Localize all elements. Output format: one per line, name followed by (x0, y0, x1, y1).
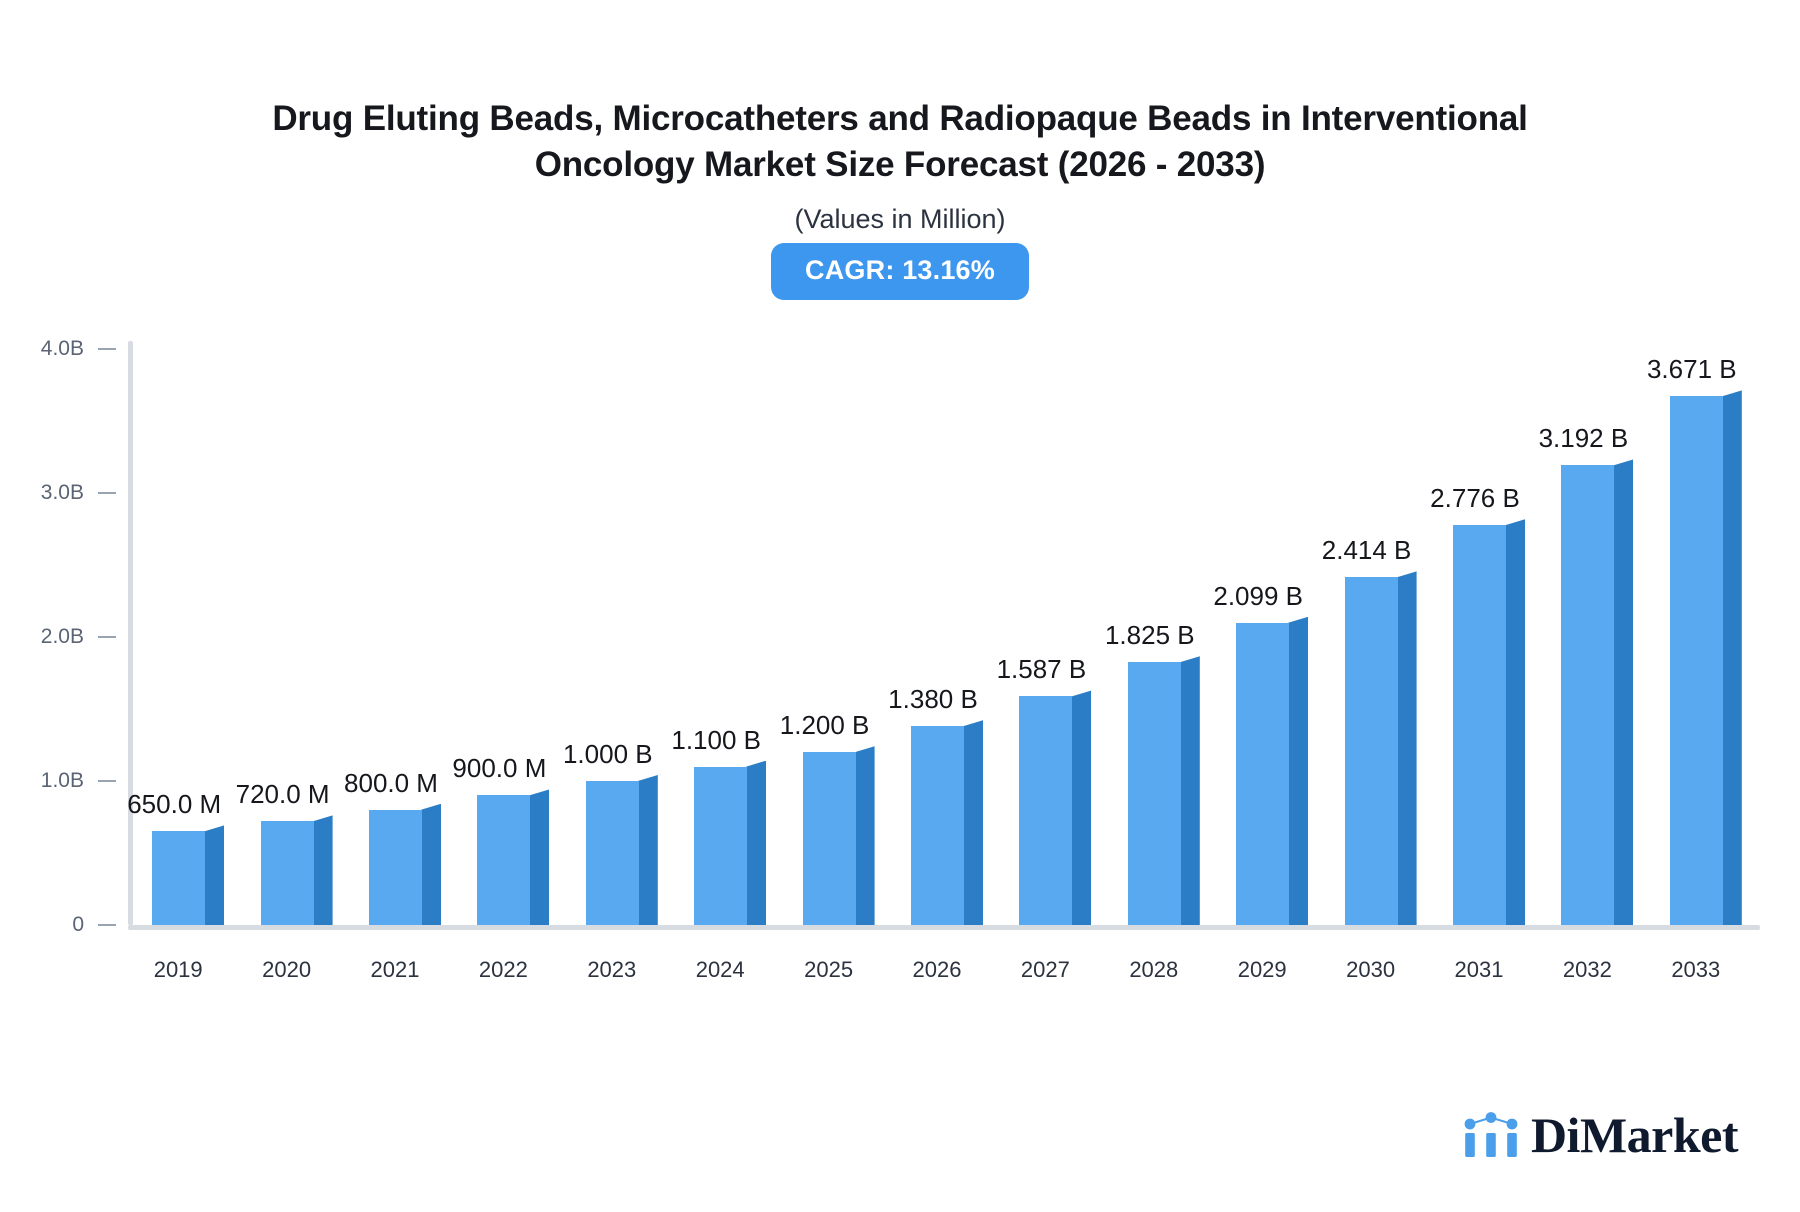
y-axis-tick-label: 1.0B (40, 769, 84, 792)
bar-front-face (369, 809, 422, 925)
y-axis-tick-mark (98, 924, 116, 926)
bar-side-face (746, 760, 767, 925)
cagr-badge: CAGR: 13.16% (771, 243, 1029, 301)
bar-value-label: 3.192 B (1538, 423, 1629, 454)
y-axis-tick-label: 0 (72, 913, 84, 936)
bar-side-face (421, 803, 441, 925)
bar-front-face (802, 752, 856, 925)
x-axis-tick-label: 2028 (1129, 957, 1179, 982)
bar-side-face (1613, 459, 1634, 925)
bar-value-label: 1.200 B (779, 710, 870, 741)
x-axis-tick-label: 2032 (1562, 957, 1612, 982)
bar-column[interactable] (260, 815, 333, 925)
bar-column[interactable] (1344, 571, 1417, 925)
bar-column[interactable] (1019, 690, 1092, 925)
x-axis-tick-label: 2021 (370, 957, 420, 982)
y-axis-tick-label: 3.0B (40, 481, 84, 504)
y-axis-tick-mark (98, 780, 116, 782)
bar-front-face (152, 831, 206, 925)
bar-front-face (260, 821, 314, 925)
bar-value-label: 1.380 B (888, 684, 978, 715)
bar-column[interactable] (1127, 656, 1200, 925)
bar-column[interactable] (585, 775, 658, 925)
bar-side-face (204, 825, 225, 925)
bar-side-face (1179, 656, 1200, 925)
x-axis-tick-label: 2030 (1346, 957, 1396, 982)
bar-column[interactable] (1561, 459, 1634, 925)
bar-chart-icon (1464, 1112, 1518, 1157)
chart-subtitle: (Values in Million) (794, 204, 1006, 235)
bar-value-label: 2.414 B (1321, 535, 1412, 566)
bar-column[interactable] (369, 803, 441, 925)
bar-column[interactable] (911, 720, 983, 925)
y-axis-tick-mark (98, 348, 116, 350)
bar-side-face (1071, 690, 1092, 925)
x-axis-tick-label: 2023 (587, 957, 637, 982)
bar-value-label: 900.0 M (452, 753, 547, 784)
bar-side-face (637, 775, 658, 925)
bar-value-label: 1.000 B (562, 739, 653, 769)
y-axis-tick-mark (98, 492, 116, 494)
bar-column[interactable] (1669, 390, 1742, 925)
x-axis-tick-label: 2022 (478, 957, 528, 982)
x-axis-tick-label: 2024 (695, 957, 745, 982)
bar-front-face (1019, 696, 1073, 925)
cagr-badge-container: CAGR: 13.16% (0, 243, 1800, 301)
bar-front-face (1669, 396, 1723, 925)
bar-value-label: 650.0 M (127, 789, 222, 820)
bar-side-face (1288, 616, 1309, 925)
y-axis-tick-label: 2.0B (40, 625, 84, 648)
bar-side-face (1505, 519, 1525, 925)
bar-value-label: 720.0 M (235, 779, 330, 810)
bar-value-label: 1.587 B (996, 654, 1087, 685)
x-axis-tick-label: 2031 (1454, 957, 1504, 982)
x-axis-tick-label: 2033 (1671, 957, 1721, 982)
bar-front-face (694, 766, 748, 925)
bar-column[interactable] (802, 746, 875, 925)
bar-front-face (1561, 465, 1615, 925)
chart-title: Drug Eluting Beads, Microcatheters and R… (272, 99, 1528, 185)
x-axis-tick-label: 2025 (804, 957, 854, 982)
bar-front-face (477, 795, 531, 925)
bar-side-face (529, 789, 550, 925)
bar-column[interactable] (1236, 616, 1309, 925)
bar-value-label: 800.0 M (344, 767, 438, 798)
x-axis-tick-label: 2020 (262, 957, 312, 982)
bar-column[interactable] (152, 825, 225, 925)
bar-side-face (854, 746, 875, 925)
bar-side-face (963, 720, 983, 925)
y-axis-line (128, 341, 133, 925)
bar-front-face (1453, 525, 1506, 925)
bar-front-face (1344, 577, 1398, 925)
bar-side-face (312, 815, 333, 925)
bar-column[interactable] (694, 760, 767, 925)
y-axis-tick-label: 4.0B (40, 337, 84, 360)
bar-column[interactable] (1453, 519, 1525, 925)
dimarket-logo: DiMarket (1463, 1107, 1739, 1163)
bar-front-face (1127, 662, 1181, 925)
y-axis-tick-mark (98, 636, 116, 638)
bar-side-face (1721, 390, 1742, 925)
x-axis-tick-label: 2027 (1020, 957, 1070, 982)
bar-front-face (911, 726, 964, 925)
bar-value-label: 1.100 B (671, 724, 762, 755)
bar-column[interactable] (477, 789, 550, 925)
bar-front-face (585, 781, 639, 925)
bar-value-label: 2.099 B (1213, 580, 1304, 611)
bar-value-label: 1.825 B (1104, 620, 1195, 651)
logo-wordmark: DiMarket (1530, 1107, 1739, 1163)
bar-side-face (1396, 571, 1417, 925)
x-axis-tick-label: 2026 (912, 957, 962, 982)
x-axis-line (128, 925, 1760, 930)
bar-value-label: 2.776 B (1430, 483, 1520, 514)
x-axis-tick-label: 2029 (1237, 957, 1287, 982)
chart-header: Drug Eluting Beads, Microcatheters and R… (0, 96, 1800, 301)
bar-value-label: 3.671 B (1646, 354, 1737, 385)
x-axis-tick-label: 2019 (153, 957, 203, 982)
bar-front-face (1236, 622, 1290, 925)
